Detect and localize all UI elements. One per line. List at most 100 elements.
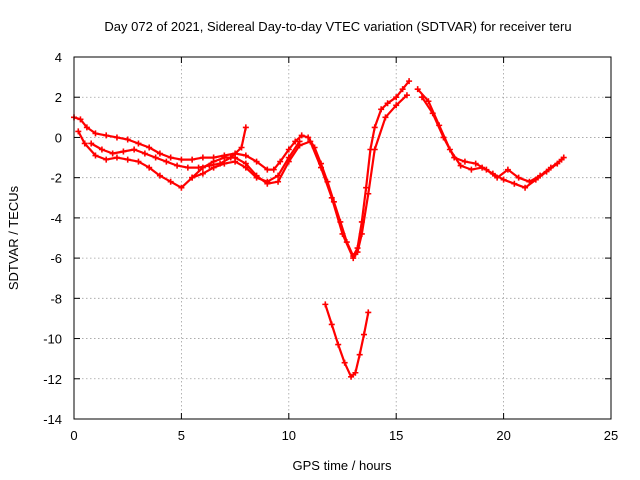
x-tick-labels: 0 5 10 15 20 25 <box>70 428 618 443</box>
data-point <box>210 164 217 171</box>
data-point <box>356 351 363 358</box>
data-point <box>298 132 305 139</box>
data-point <box>526 178 533 185</box>
data-point <box>146 164 153 171</box>
data-point <box>163 158 170 165</box>
data-point <box>547 164 554 171</box>
data-point <box>81 140 88 147</box>
data-point <box>199 170 206 177</box>
series-layer <box>71 78 567 380</box>
data-point <box>92 130 99 137</box>
data-point <box>322 301 329 308</box>
data-point <box>461 158 468 165</box>
data-point <box>242 124 249 131</box>
data-point <box>131 146 138 153</box>
series-track-mid2 <box>189 138 303 185</box>
data-point <box>406 78 413 85</box>
data-point <box>348 373 355 380</box>
data-point <box>120 148 127 155</box>
data-point <box>135 158 142 165</box>
data-point <box>92 152 99 159</box>
data-point <box>360 331 367 338</box>
data-point <box>199 154 206 161</box>
data-point <box>189 174 196 181</box>
y-axis-label: SDTVAR / TECUs <box>6 185 21 290</box>
data-point <box>83 124 90 131</box>
data-point <box>124 136 131 143</box>
data-point <box>135 140 142 147</box>
data-point <box>152 154 159 161</box>
data-point <box>103 156 110 163</box>
series-track-evening <box>414 86 567 191</box>
series-line <box>324 303 370 378</box>
data-point <box>371 124 378 131</box>
data-point <box>414 86 421 93</box>
data-point <box>350 255 357 262</box>
data-point <box>358 230 365 237</box>
data-point <box>305 134 312 141</box>
data-point <box>88 140 95 147</box>
data-point <box>399 86 406 93</box>
data-point <box>124 156 131 163</box>
ticks <box>73 56 612 420</box>
data-point <box>77 116 84 123</box>
data-point <box>468 166 475 173</box>
data-point <box>440 134 447 141</box>
data-point <box>537 172 544 179</box>
data-point <box>504 166 511 173</box>
x-axis-label: GPS time / hours <box>293 458 392 473</box>
data-point <box>328 194 335 201</box>
data-point <box>98 146 105 153</box>
y-tick-labels: 4 2 0 -2 -4 -6 -8 -10 -12 -14 <box>43 50 62 427</box>
data-point <box>365 190 372 197</box>
data-point <box>425 98 432 105</box>
data-point <box>500 176 507 183</box>
chart-title: Day 072 of 2021, Sidereal Day-to-day VTE… <box>104 19 571 34</box>
data-point <box>403 92 410 99</box>
data-point <box>371 146 378 153</box>
data-point <box>318 164 325 171</box>
data-point <box>253 158 260 165</box>
data-point <box>227 154 234 161</box>
data-point <box>365 309 372 316</box>
data-point <box>242 152 249 159</box>
data-point <box>277 158 284 165</box>
y-tick-label: -12 <box>43 372 62 387</box>
data-point <box>296 138 303 145</box>
x-tick-label: 10 <box>282 428 296 443</box>
data-point <box>522 184 529 191</box>
x-tick-label: 25 <box>604 428 618 443</box>
series-line <box>72 80 411 258</box>
data-point <box>178 156 185 163</box>
data-point <box>285 146 292 153</box>
data-point <box>156 150 163 157</box>
y-tick-label: -6 <box>50 251 62 266</box>
data-point <box>384 100 391 107</box>
data-point <box>285 154 292 161</box>
data-point <box>472 160 479 167</box>
y-tick-label: 4 <box>55 50 62 65</box>
data-point <box>113 134 120 141</box>
data-point <box>113 154 120 161</box>
series-track-evening2 <box>418 94 565 185</box>
data-point <box>167 178 174 185</box>
data-point <box>206 162 213 169</box>
series-line <box>77 94 408 260</box>
y-tick-label: -10 <box>43 332 62 347</box>
x-tick-label: 0 <box>70 428 77 443</box>
y-tick-label: -4 <box>50 211 62 226</box>
data-point <box>109 150 116 157</box>
data-point <box>275 178 282 185</box>
data-point <box>242 164 249 171</box>
data-point <box>352 369 359 376</box>
series-track-lower-arc <box>322 301 372 380</box>
data-point <box>418 94 425 101</box>
data-point <box>210 158 217 165</box>
y-tick-label: 2 <box>55 90 62 105</box>
data-point <box>335 341 342 348</box>
data-point <box>221 154 228 161</box>
data-point <box>457 162 464 169</box>
data-point <box>184 164 191 171</box>
data-point <box>146 144 153 151</box>
